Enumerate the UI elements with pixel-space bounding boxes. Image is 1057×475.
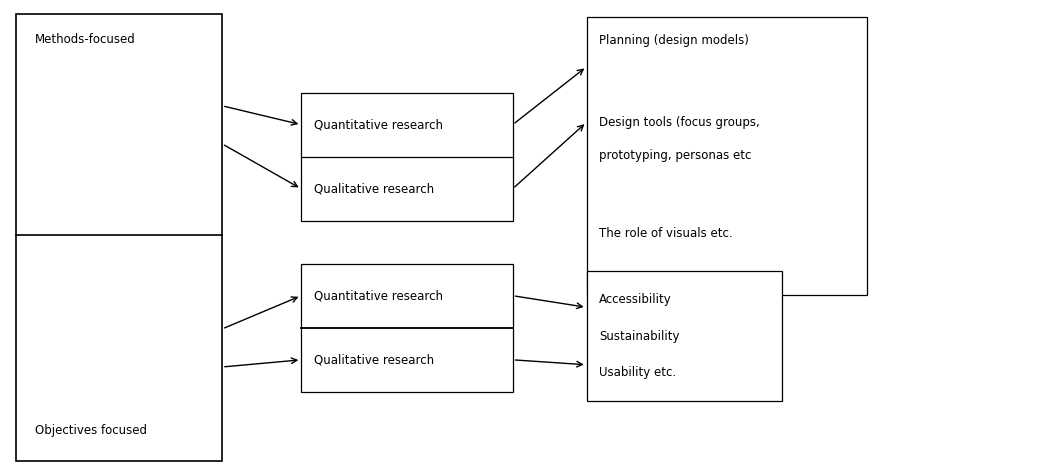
Text: Accessibility: Accessibility [599, 293, 672, 306]
Text: Usability etc.: Usability etc. [599, 366, 676, 379]
Text: Design tools (focus groups,: Design tools (focus groups, [599, 116, 760, 129]
FancyBboxPatch shape [16, 14, 222, 461]
Text: Methods-focused: Methods-focused [35, 33, 135, 46]
Text: Qualitative research: Qualitative research [314, 353, 434, 366]
FancyBboxPatch shape [301, 93, 513, 221]
Text: Quantitative research: Quantitative research [314, 289, 443, 302]
Text: Planning (design models): Planning (design models) [599, 34, 749, 47]
FancyBboxPatch shape [587, 17, 867, 294]
Text: The role of visuals etc.: The role of visuals etc. [599, 227, 733, 240]
FancyBboxPatch shape [301, 264, 513, 392]
Text: Sustainability: Sustainability [599, 330, 680, 342]
Text: Objectives focused: Objectives focused [35, 424, 147, 437]
Text: Qualitative research: Qualitative research [314, 182, 434, 195]
Text: Quantitative research: Quantitative research [314, 118, 443, 131]
Text: prototyping, personas etc: prototyping, personas etc [599, 149, 752, 162]
FancyBboxPatch shape [587, 271, 782, 401]
